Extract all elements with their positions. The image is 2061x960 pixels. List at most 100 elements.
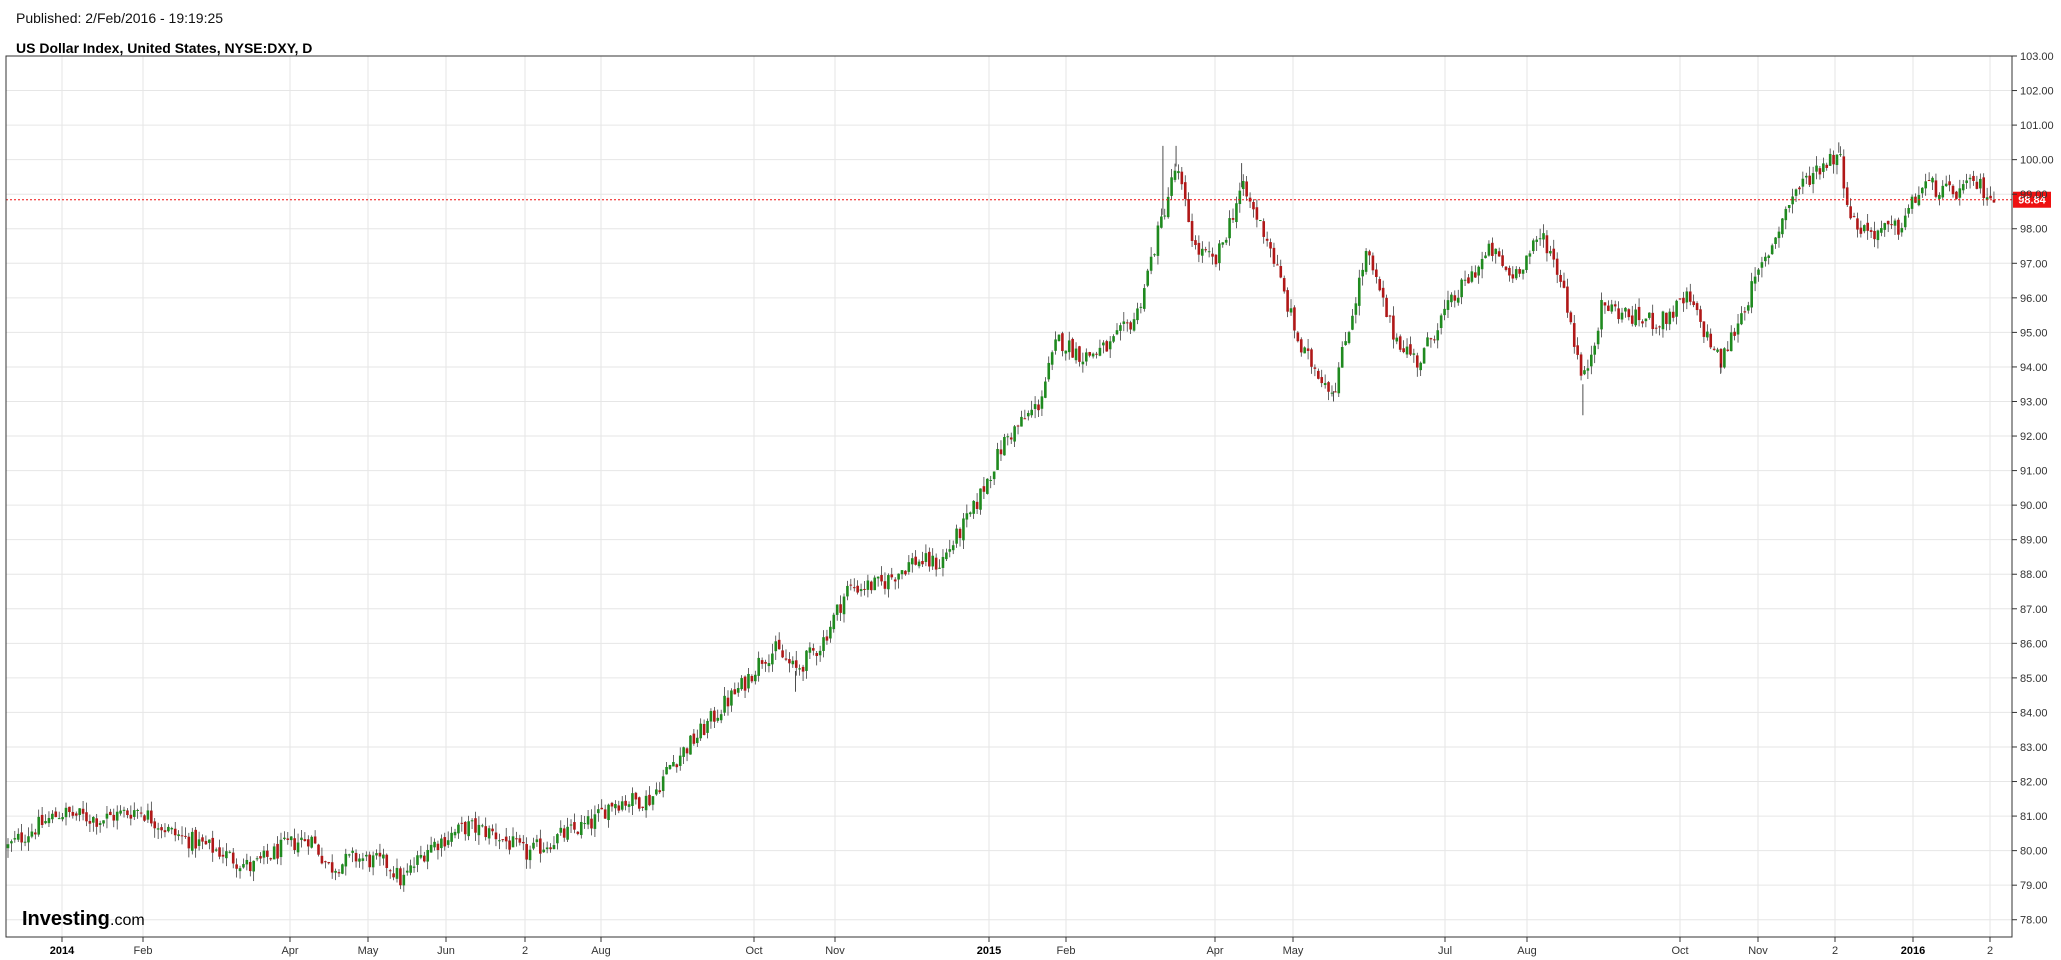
candle-body [1020,416,1023,427]
candle-body [1061,333,1064,352]
candle-body [484,826,488,838]
candle-body [870,581,873,591]
candle-body [248,861,252,872]
x-tick-label: Apr [1206,945,1223,957]
candle-body [651,796,655,805]
candle-body [1586,368,1590,371]
y-tick-label: 93.00 [2020,396,2048,408]
candle-body [1798,187,1801,190]
candle-body [293,838,296,851]
x-tick-label: Jun [437,945,455,957]
candle-body [590,818,593,829]
investing-logo: Investing .com [22,908,145,930]
candle-body [818,650,822,656]
y-tick-label: 82.00 [2020,777,2048,789]
candle-body [44,821,47,824]
candle-body [1521,269,1525,274]
candle-body [542,849,546,853]
candle-body [518,838,522,843]
time-axis: 2014 Feb Apr May Jun 2 Aug Oct Nov 2015 Feb Apr May J… [50,937,1993,957]
x-tick-label: Feb [134,945,153,957]
candle-body [303,839,307,842]
candle-body [593,814,597,829]
candle-body [1886,220,1890,225]
candle-body [579,821,583,835]
candle-body [607,804,610,821]
candle-body [1364,251,1368,272]
candle-body [648,794,651,806]
candle-body [1446,300,1450,310]
candle-body [515,838,518,840]
y-tick-label: 101.00 [2020,120,2054,132]
x-tick-label: 2 [522,945,528,957]
candle-body [1501,255,1504,266]
candle-body [1050,352,1054,365]
candle-body [1262,221,1266,237]
candle-body [1276,264,1279,266]
candle-body [1839,154,1842,156]
candle-body [1590,354,1593,367]
candle-body [1764,256,1767,262]
candle-body [412,866,416,868]
candle-body [296,842,300,853]
candle-body [1767,255,1771,258]
candle-body [1241,180,1245,190]
candle-body [395,867,399,879]
candle-body [1832,154,1835,165]
candle-body [422,855,426,862]
y-tick-label: 90.00 [2020,500,2048,512]
candle-body [709,711,713,722]
candle-body [1818,168,1822,175]
candle-body [801,666,805,672]
x-tick-label: Oct [1671,945,1688,957]
candle-body [78,808,81,816]
candle-body [924,553,928,562]
x-tick-label: 2 [1832,945,1838,957]
candle-body [1095,353,1098,355]
candle-body [187,836,191,849]
candle-body [1163,215,1167,217]
candle-body [791,660,795,665]
x-tick-label: Apr [281,945,298,957]
candle-body [231,852,235,864]
candle-body [750,675,754,682]
candle-body [996,448,999,470]
candle-body [228,851,232,853]
candle-body [743,676,747,691]
candle-body [1528,253,1532,257]
candle-body [1671,311,1675,318]
candle-body [521,841,525,844]
candle-body [1712,348,1716,350]
candle-body [955,528,958,544]
candle-body [641,806,644,808]
candle-body [327,862,331,864]
candle-body [27,836,30,843]
candle-body [757,657,761,676]
candle-body [904,570,907,575]
candle-body [102,820,105,824]
candle-body [364,854,368,857]
candle-body [324,861,327,863]
candle-body [463,821,467,835]
candle-body [1395,337,1399,342]
candle-body [1337,367,1341,394]
chart-title: US Dollar Index, United States, NYSE:DXY… [16,40,313,56]
candle-body [958,528,962,539]
candle-body [1375,269,1378,278]
candle-body [798,668,801,670]
candle-body [1866,222,1869,231]
candle-body [1340,347,1344,368]
candle-body [1153,254,1156,256]
candle-body [501,839,505,841]
candle-body [487,828,491,839]
candle-body [1736,323,1740,335]
candle-body [405,870,409,873]
candle-body [1985,197,1989,201]
candle-body [1859,227,1863,234]
candle-body [177,834,180,837]
candle-body [313,836,317,844]
candle-body [897,573,900,580]
candle-body [1630,315,1634,324]
candle-body [1252,201,1255,210]
